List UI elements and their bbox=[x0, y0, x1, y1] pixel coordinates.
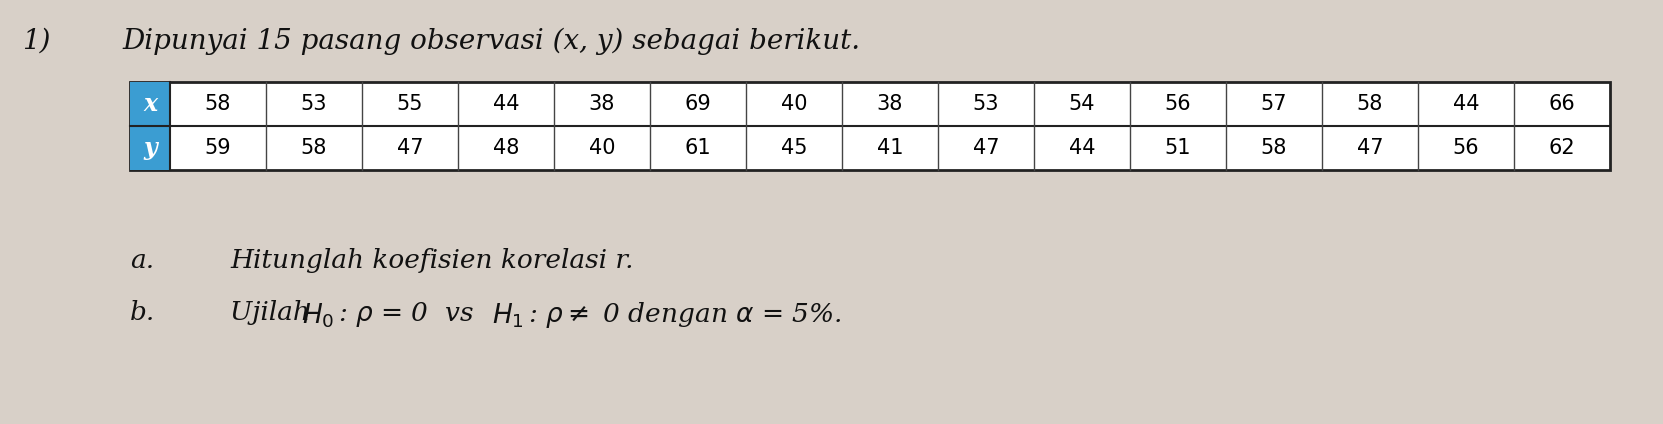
Text: Ujilah: Ujilah bbox=[229, 300, 318, 325]
Text: a.: a. bbox=[130, 248, 155, 273]
Text: y: y bbox=[143, 136, 156, 160]
Text: 56: 56 bbox=[1453, 138, 1480, 158]
Text: 57: 57 bbox=[1261, 94, 1287, 114]
Text: $H_0$: $H_0$ bbox=[303, 301, 334, 329]
Text: 44: 44 bbox=[1069, 138, 1096, 158]
Text: 66: 66 bbox=[1548, 94, 1575, 114]
Text: 58: 58 bbox=[1357, 94, 1384, 114]
Text: : $\rho \neq$ 0 dengan $\alpha$ = 5%.: : $\rho \neq$ 0 dengan $\alpha$ = 5%. bbox=[527, 300, 841, 330]
Text: 40: 40 bbox=[780, 94, 807, 114]
Text: 51: 51 bbox=[1164, 138, 1191, 158]
Bar bbox=[130, 82, 170, 126]
Text: 47: 47 bbox=[397, 138, 424, 158]
Text: 58: 58 bbox=[1261, 138, 1287, 158]
Text: 61: 61 bbox=[685, 138, 712, 158]
Bar bbox=[130, 82, 1610, 170]
Text: Dipunyai 15 pasang observasi (x, y) sebagai berikut.: Dipunyai 15 pasang observasi (x, y) seba… bbox=[121, 28, 860, 56]
Text: 44: 44 bbox=[492, 94, 519, 114]
Text: 38: 38 bbox=[876, 94, 903, 114]
Text: 58: 58 bbox=[205, 94, 231, 114]
Text: 44: 44 bbox=[1453, 94, 1480, 114]
Text: 58: 58 bbox=[301, 138, 328, 158]
Text: 1): 1) bbox=[22, 28, 50, 55]
Text: 69: 69 bbox=[685, 94, 712, 114]
Text: 59: 59 bbox=[205, 138, 231, 158]
Text: Hitunglah koefisien korelasi r.: Hitunglah koefisien korelasi r. bbox=[229, 248, 634, 273]
Text: 47: 47 bbox=[973, 138, 999, 158]
Text: 62: 62 bbox=[1548, 138, 1575, 158]
Text: 38: 38 bbox=[589, 94, 615, 114]
Text: 41: 41 bbox=[876, 138, 903, 158]
Text: x: x bbox=[143, 92, 156, 116]
Bar bbox=[130, 126, 170, 170]
Text: : $\rho$ = 0  vs: : $\rho$ = 0 vs bbox=[338, 300, 474, 329]
Text: $H_1$: $H_1$ bbox=[492, 301, 524, 329]
Text: 45: 45 bbox=[780, 138, 807, 158]
Text: 47: 47 bbox=[1357, 138, 1384, 158]
Text: 53: 53 bbox=[973, 94, 999, 114]
Text: 55: 55 bbox=[397, 94, 424, 114]
Text: 53: 53 bbox=[301, 94, 328, 114]
Text: 48: 48 bbox=[492, 138, 519, 158]
Text: 40: 40 bbox=[589, 138, 615, 158]
Text: 56: 56 bbox=[1164, 94, 1191, 114]
Text: 54: 54 bbox=[1069, 94, 1096, 114]
Text: b.: b. bbox=[130, 300, 155, 325]
